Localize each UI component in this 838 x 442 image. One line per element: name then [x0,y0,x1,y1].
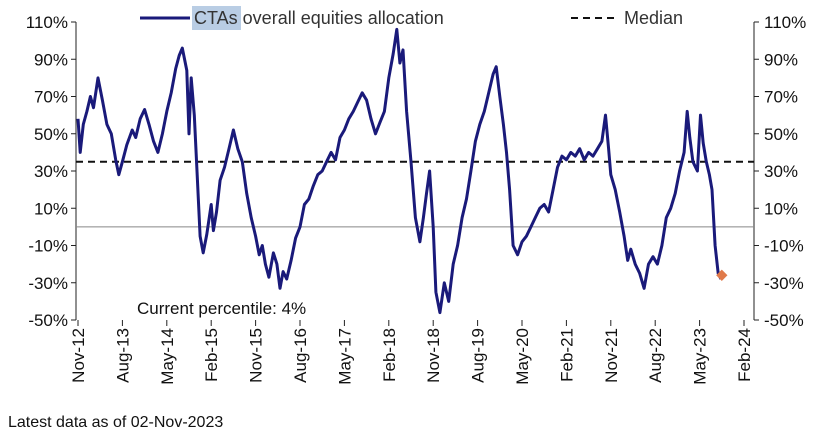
x-tick-label: Aug-19 [469,328,488,383]
x-tick-label: May-23 [691,328,710,385]
legend-series-label-rest: overall equities allocation [238,8,444,28]
x-tick-label: Aug-16 [291,328,310,383]
y-tick-label-right: 10% [764,199,798,218]
y-tick-label-right: -50% [764,311,804,330]
y-tick-label-left: -50% [28,311,68,330]
x-tick-label: Feb-21 [557,328,576,382]
legend-highlight-box [192,6,241,30]
y-tick-label-right: 90% [764,50,798,69]
x-tick-label: May-14 [158,328,177,385]
legend-median-label: Median [624,8,683,28]
y-tick-label-left: 70% [34,88,68,107]
y-tick-label-right: 30% [764,162,798,181]
x-tick-label: Feb-15 [202,328,221,382]
y-tick-label-right: 70% [764,88,798,107]
y-tick-label-right: 110% [764,13,806,32]
y-tick-label-left: 30% [34,162,68,181]
x-tick-label: May-17 [335,328,354,385]
x-tick-label: Nov-15 [247,328,266,383]
y-tick-label-left: 110% [26,13,68,32]
current-percentile-annotation: Current percentile: 4% [137,299,306,318]
y-tick-label-left: 50% [34,125,68,144]
legend-series-label: CTAs overall equities allocation [194,8,444,28]
y-tick-label-left: -10% [28,237,68,256]
x-tick-label: Aug-13 [113,328,132,383]
x-tick-label: Nov-21 [602,328,621,383]
series-line-cta-equities [76,27,723,315]
y-tick-label-left: -30% [28,274,68,293]
x-tick-label: Feb-18 [380,328,399,382]
x-tick-label: Feb-24 [735,328,754,382]
y-tick-label-right: -10% [764,237,804,256]
y-tick-label-left: 10% [34,199,68,218]
x-tick-label: Aug-22 [646,328,665,383]
y-tick-label-left: 90% [34,50,68,69]
y-tick-label-right: 50% [764,125,798,144]
x-tick-label: Nov-18 [424,328,443,383]
current-point-marker [716,269,728,281]
legend-series-label-highlight: CTAs [194,8,238,28]
x-tick-label: Nov-12 [69,328,88,383]
footnote: Latest data as of 02-Nov-2023 [8,414,224,431]
x-tick-label: May-20 [513,328,532,385]
y-tick-label-right: -30% [764,274,804,293]
